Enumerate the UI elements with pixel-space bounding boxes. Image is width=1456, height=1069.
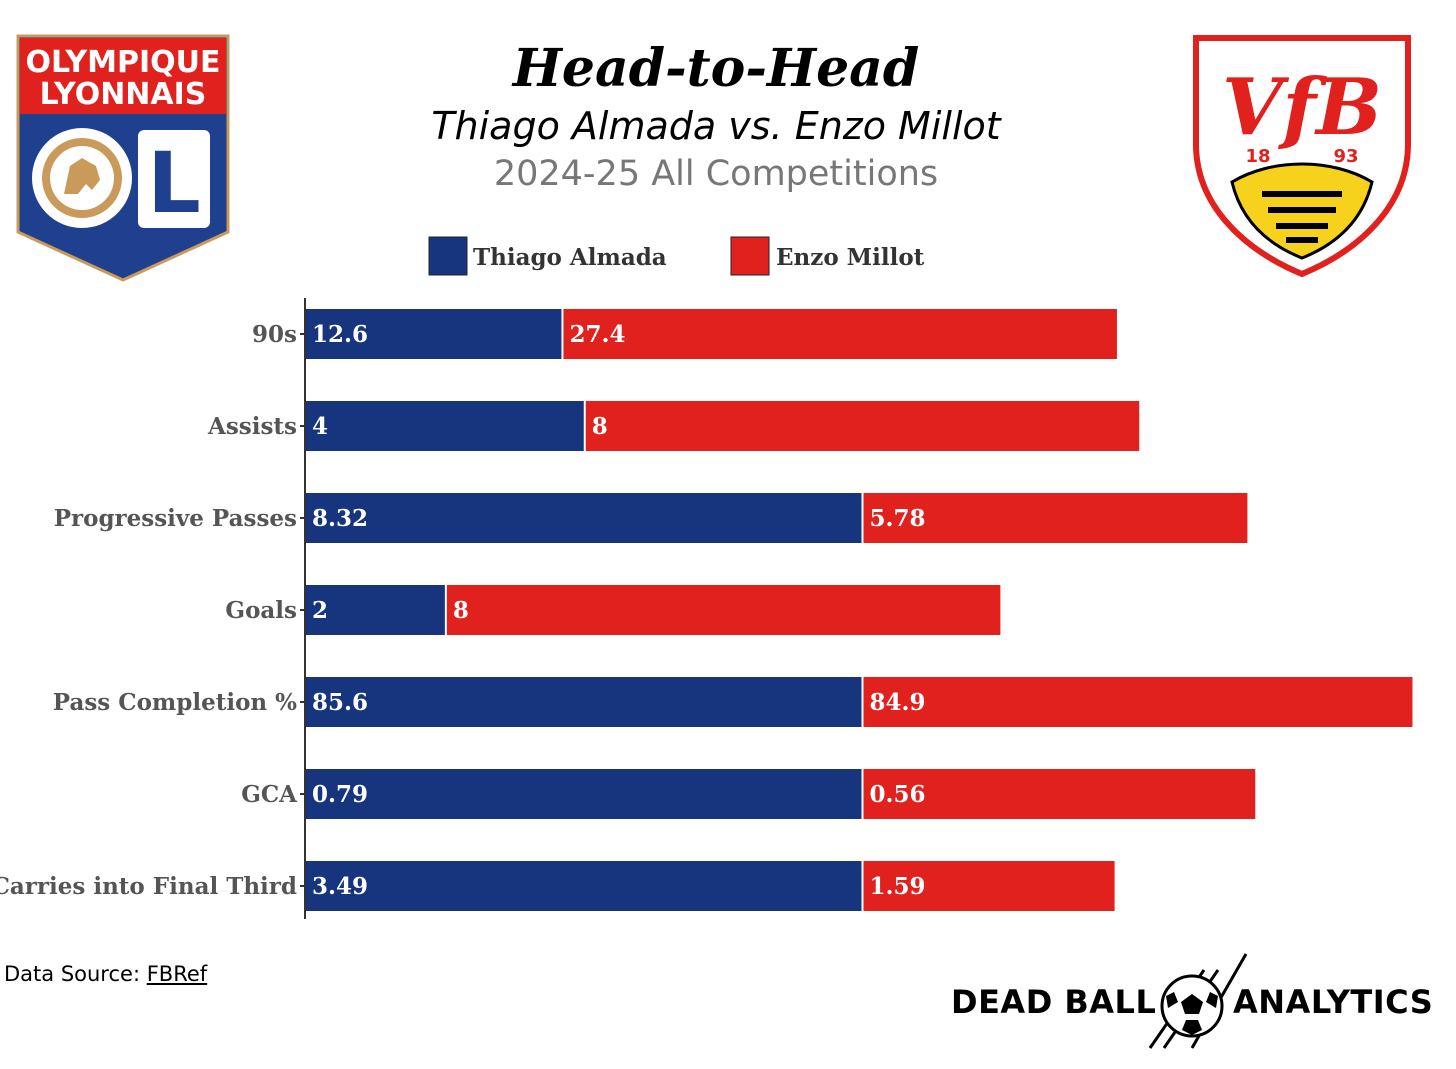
- bar-millot-carries-into-final-third: [863, 861, 1115, 911]
- chart-subtitle: Thiago Almada vs. Enzo Millot: [431, 104, 1001, 148]
- value-label-millot-90s: 27.4: [569, 321, 625, 348]
- category-label-pass-completion: Pass Completion %: [53, 689, 297, 716]
- lyon-line2: LYONNAIS: [40, 77, 207, 112]
- bar-almada-goals: [306, 585, 445, 635]
- value-label-millot-gca: 0.56: [870, 781, 926, 808]
- vfb-year-left: 18: [1245, 146, 1270, 167]
- value-label-millot-goals: 8: [453, 597, 469, 624]
- bar-millot-90s: [563, 309, 1117, 359]
- chart-season: 2024-25 All Competitions: [493, 154, 939, 194]
- legend-swatch-almada: [428, 236, 468, 276]
- bar-millot-gca: [863, 769, 1256, 819]
- bar-almada-pass-completion: [306, 677, 862, 727]
- chart-title: Head-to-Head: [512, 38, 920, 99]
- value-label-almada-goals: 2: [312, 597, 328, 624]
- category-label-progressive-passes: Progressive Passes: [54, 505, 297, 532]
- category-label-assists: Assists: [207, 413, 297, 440]
- data-source-link[interactable]: FBRef: [146, 962, 208, 986]
- vfb-letters: VfB: [1222, 62, 1382, 153]
- bar-almada-gca: [306, 769, 862, 819]
- value-label-millot-carries-into-final-third: 1.59: [870, 873, 926, 900]
- bar-almada-assists: [306, 401, 584, 451]
- bars: 90s 12.6 27.4 Assists 4 8 Progressive Passes 8.…: [0, 309, 1413, 911]
- bar-millot-pass-completion: [863, 677, 1413, 727]
- bar-millot-goals: [446, 585, 1001, 635]
- football-icon: [1148, 953, 1248, 1049]
- category-label-gca: GCA: [241, 781, 298, 808]
- legend-label-almada: Thiago Almada: [473, 244, 667, 271]
- value-label-almada-gca: 0.79: [312, 781, 368, 808]
- category-label-carries-into-final-third: Carries into Final Third: [0, 873, 297, 900]
- brand-name-left: DEAD BALL: [951, 983, 1157, 1021]
- data-source-label: Data Source:: [4, 962, 147, 986]
- value-label-millot-pass-completion: 84.9: [870, 689, 926, 716]
- bar-almada-progressive-passes: [306, 493, 862, 543]
- data-source: Data Source: FBRef: [4, 962, 207, 986]
- lyon-line1: OLYMPIQUE: [25, 45, 220, 80]
- lyon-banner: [20, 38, 226, 114]
- bar-almada-carries-into-final-third: [306, 861, 862, 911]
- lyon-letter-box: [138, 130, 210, 228]
- lyon-logo: OLYMPIQUE LYONNAIS L: [16, 34, 230, 282]
- bar-millot-assists: [585, 401, 1140, 451]
- value-label-almada-90s: 12.6: [312, 321, 368, 348]
- lyon-letter: L: [147, 134, 201, 232]
- category-label-90s: 90s: [252, 321, 297, 348]
- antlers-icon: [1262, 191, 1342, 243]
- bar-chart: Thiago Almada Enzo Millot 90s 12.6 27.4 Ass…: [0, 236, 1413, 919]
- value-label-almada-progressive-passes: 8.32: [312, 505, 368, 532]
- lion-icon: [64, 158, 100, 194]
- value-label-almada-carries-into-final-third: 3.49: [312, 873, 368, 900]
- bar-almada-90s: [306, 309, 562, 359]
- value-label-almada-assists: 4: [312, 413, 328, 440]
- vfb-year-right: 93: [1333, 146, 1358, 167]
- bar-millot-progressive-passes: [863, 493, 1248, 543]
- brand-name-right: ANALYTICS: [1233, 983, 1434, 1021]
- legend: Thiago Almada Enzo Millot: [428, 236, 925, 276]
- value-label-millot-assists: 8: [592, 413, 608, 440]
- vfb-logo: VfB 18 93: [1193, 35, 1411, 278]
- legend-swatch-millot: [730, 236, 770, 276]
- value-label-almada-pass-completion: 85.6: [312, 689, 368, 716]
- category-label-goals: Goals: [225, 597, 297, 624]
- value-label-millot-progressive-passes: 5.78: [870, 505, 926, 532]
- legend-label-millot: Enzo Millot: [776, 244, 925, 271]
